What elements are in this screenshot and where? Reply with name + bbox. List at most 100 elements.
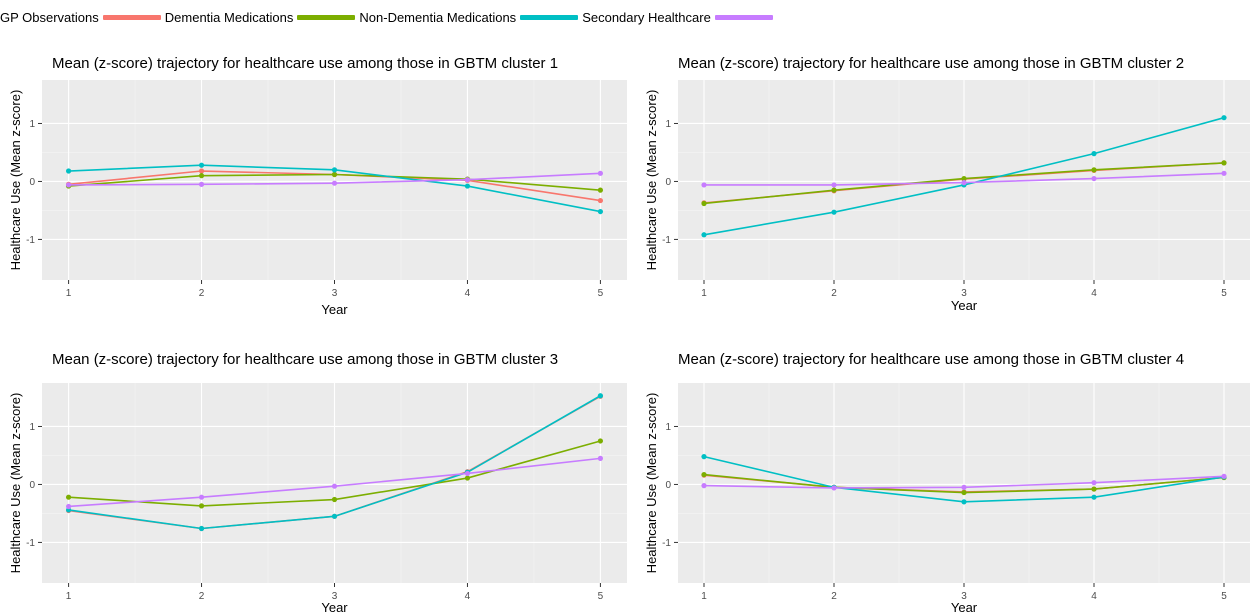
y-axis-title: Healthcare Use (Mean z-score) — [644, 90, 659, 271]
y-axis-title: Healthcare Use (Mean z-score) — [644, 393, 659, 574]
data-point — [198, 173, 205, 179]
chart-legend: GP Observations Dementia Medications Non… — [0, 0, 777, 34]
data-point — [597, 197, 604, 204]
data-point — [831, 182, 837, 188]
data-point — [331, 483, 338, 489]
x-tick-label: 3 — [332, 288, 338, 299]
x-axis-title: Year — [951, 600, 978, 615]
data-point — [597, 187, 604, 193]
x-axis-title: Year — [951, 298, 978, 313]
data-point — [1091, 494, 1097, 500]
y-tick-label: 1 — [29, 119, 35, 130]
x-tick-label: 5 — [598, 591, 604, 602]
legend-swatch — [102, 14, 161, 20]
x-tick-label: 2 — [831, 288, 837, 299]
data-point — [1091, 480, 1097, 486]
legend-label: GP Observations — [0, 9, 99, 25]
data-point — [1091, 486, 1097, 492]
data-point — [961, 489, 967, 496]
data-point — [831, 485, 837, 491]
x-tick-label: 1 — [701, 288, 707, 299]
data-point — [1221, 473, 1227, 479]
y-axis-title: Healthcare Use (Mean z-score) — [8, 393, 23, 574]
data-point — [597, 208, 604, 215]
data-point — [65, 168, 72, 174]
data-point — [65, 182, 72, 188]
x-tick-label: 1 — [66, 288, 72, 299]
data-point — [1091, 175, 1097, 182]
legend-item-dementia-medications: Dementia Medications — [165, 10, 360, 25]
x-tick-label: 4 — [1091, 288, 1097, 299]
x-tick-label: 3 — [332, 591, 338, 602]
data-point — [1221, 115, 1227, 121]
chart-title: Mean (z-score) trajectory for healthcare… — [52, 55, 558, 72]
x-tick-label: 1 — [701, 591, 707, 602]
chart-title: Mean (z-score) trajectory for healthcare… — [678, 351, 1184, 368]
data-point — [198, 525, 205, 532]
data-point — [65, 494, 72, 500]
data-point — [198, 503, 205, 509]
data-point — [701, 454, 707, 460]
data-point — [198, 181, 205, 187]
data-point — [701, 483, 707, 489]
data-point — [1221, 170, 1227, 176]
data-point — [464, 183, 471, 189]
x-tick-label: 1 — [66, 591, 72, 602]
x-tick-label: 2 — [199, 591, 205, 602]
legend-label: Dementia Medications — [164, 9, 294, 25]
y-tick-label: 1 — [665, 422, 671, 433]
chart-panel-4: 1 2 3 4 5 -1 0 1 Mean (z-score) trajectory for h… — [644, 351, 1250, 615]
data-point — [198, 162, 205, 168]
chart-panel-2: 1 2 3 4 5 -1 0 1 Mean (z-score) trajectory for h… — [644, 55, 1250, 313]
data-point — [701, 200, 707, 207]
x-tick-label: 4 — [465, 288, 471, 299]
chart-title: Mean (z-score) trajectory for healthcare… — [52, 351, 558, 368]
data-point — [597, 438, 604, 444]
x-tick-label: 5 — [1221, 591, 1227, 602]
y-tick-label: 1 — [665, 119, 671, 130]
x-tick-label: 5 — [1221, 288, 1227, 299]
data-point — [331, 513, 338, 519]
legend-swatch — [714, 14, 773, 20]
legend-label: Secondary Healthcare — [582, 9, 711, 25]
data-point — [961, 484, 967, 490]
data-point — [65, 503, 72, 510]
legend-item-gp-observations: GP Observations — [0, 10, 165, 25]
y-tick-label: 0 — [665, 177, 671, 188]
y-tick-label: 0 — [665, 480, 671, 491]
chart-panel-1: 1 2 3 4 5 -1 0 1 Mean (z-score) trajectory for h… — [8, 55, 627, 317]
chart-title: Mean (z-score) trajectory for healthcare… — [678, 55, 1184, 72]
data-point — [331, 167, 338, 173]
data-point — [961, 180, 967, 186]
data-point — [464, 475, 471, 481]
legend-swatch — [297, 14, 356, 20]
data-point — [831, 187, 837, 193]
data-point — [597, 393, 604, 399]
data-point — [1091, 167, 1097, 173]
data-point — [331, 171, 338, 178]
data-point — [961, 499, 967, 505]
x-tick-label: 4 — [1091, 591, 1097, 602]
y-tick-label: -1 — [662, 235, 671, 246]
x-tick-label: 3 — [961, 591, 967, 602]
data-point — [464, 470, 471, 477]
data-point — [1091, 151, 1097, 157]
data-point — [198, 494, 205, 500]
y-tick-label: 0 — [29, 480, 35, 491]
x-tick-label: 5 — [598, 288, 604, 299]
y-tick-label: -1 — [26, 235, 35, 246]
x-axis-title: Year — [321, 302, 348, 317]
chart-panel-3: 1 2 3 4 5 -1 0 1 Mean (z-score) trajectory for h… — [8, 351, 627, 615]
data-point — [701, 471, 707, 478]
x-tick-label: 3 — [961, 288, 967, 299]
data-point — [831, 209, 837, 215]
data-point — [597, 170, 604, 176]
data-point — [1221, 160, 1227, 166]
data-point — [331, 496, 338, 503]
legend-label: Non-Dementia Medications — [359, 9, 517, 25]
data-point — [701, 182, 707, 188]
data-point — [198, 168, 205, 174]
y-axis-title: Healthcare Use (Mean z-score) — [8, 90, 23, 271]
y-tick-label: -1 — [662, 538, 671, 549]
